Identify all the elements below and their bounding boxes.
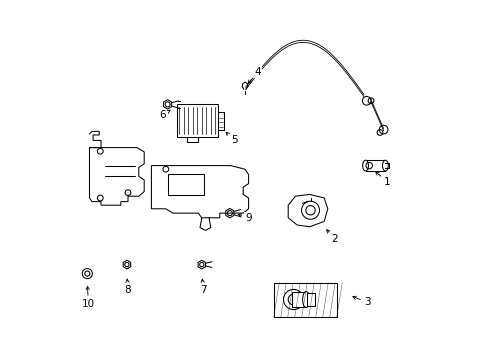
Bar [168, 174, 204, 195]
Text: 4: 4 [248, 67, 261, 84]
Text: 10: 10 [82, 286, 95, 309]
Text: 8: 8 [124, 279, 131, 295]
Ellipse shape [284, 289, 304, 310]
Bar [176, 104, 218, 137]
Text: 7: 7 [200, 279, 207, 295]
Bar [307, 293, 315, 306]
Text: 2: 2 [327, 230, 338, 244]
Bar [292, 292, 306, 307]
Text: 1: 1 [376, 172, 391, 187]
Bar [187, 137, 198, 142]
Bar [366, 160, 386, 171]
Bar [274, 283, 337, 317]
Bar [218, 112, 224, 130]
Text: 9: 9 [239, 213, 252, 223]
Text: 6: 6 [160, 110, 170, 120]
Ellipse shape [363, 160, 368, 171]
Text: 5: 5 [226, 132, 238, 145]
Ellipse shape [383, 160, 388, 171]
Text: 3: 3 [353, 296, 371, 307]
Ellipse shape [303, 292, 310, 307]
